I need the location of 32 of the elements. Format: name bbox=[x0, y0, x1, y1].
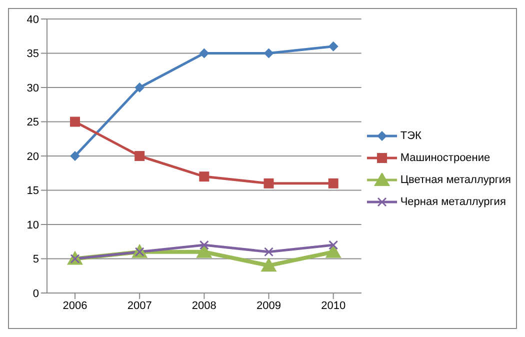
x-tick-label: 2008 bbox=[192, 300, 216, 312]
y-tick-label: 5 bbox=[32, 254, 39, 266]
point bbox=[264, 247, 274, 257]
point bbox=[199, 172, 210, 182]
y-tick-label: 35 bbox=[26, 48, 39, 60]
point bbox=[264, 178, 274, 188]
point bbox=[199, 48, 210, 58]
x-tick-label: 2007 bbox=[127, 300, 152, 312]
y-tick-label: 15 bbox=[26, 185, 39, 198]
y-tick-label: 10 bbox=[26, 219, 39, 232]
point bbox=[328, 178, 338, 188]
point bbox=[134, 82, 145, 92]
legend-label: Цветная металлургия bbox=[400, 174, 511, 186]
y-tick-label: 20 bbox=[26, 150, 39, 163]
y-tick-label: 30 bbox=[26, 82, 39, 94]
point bbox=[199, 240, 209, 250]
y-tick-label: 40 bbox=[26, 14, 39, 26]
x-tick-label: 2009 bbox=[256, 300, 281, 312]
point bbox=[264, 48, 274, 58]
legend-label: Машиностроение bbox=[400, 152, 490, 164]
x-tick-label: 2006 bbox=[62, 300, 88, 312]
y-tick-label: 25 bbox=[26, 116, 39, 129]
point bbox=[70, 116, 80, 127]
point bbox=[328, 41, 338, 52]
point bbox=[328, 240, 338, 250]
x-tick-label: 2010 bbox=[321, 300, 346, 312]
point bbox=[134, 151, 145, 161]
legend-label: ТЭК bbox=[400, 130, 422, 142]
point bbox=[70, 151, 80, 161]
y-tick-label: 0 bbox=[32, 288, 39, 300]
point bbox=[260, 258, 277, 272]
legend-label: Черная металлургия bbox=[400, 196, 506, 208]
